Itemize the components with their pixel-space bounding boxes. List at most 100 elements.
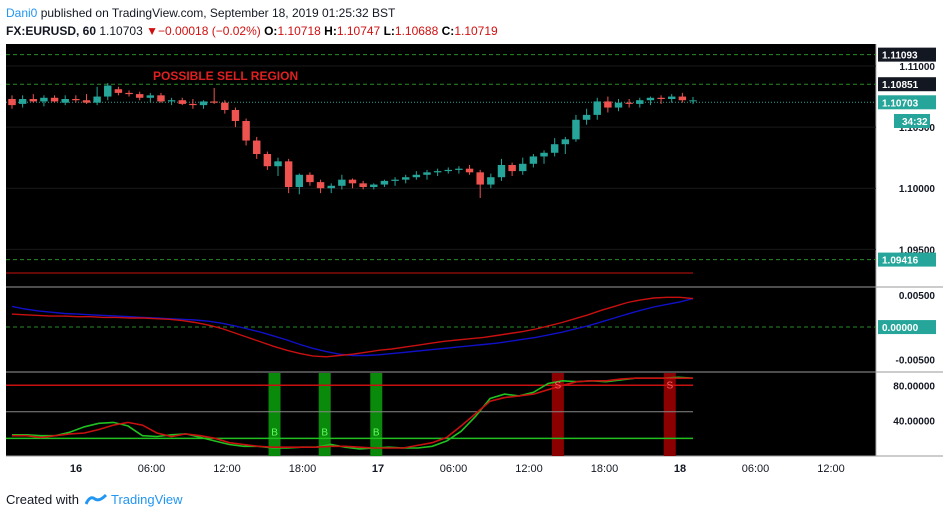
price-tag — [878, 95, 936, 110]
open-label: O: — [264, 24, 278, 38]
candle-body — [210, 101, 218, 103]
high-label: H: — [324, 24, 337, 38]
candle-body — [572, 119, 580, 140]
chart-canvas[interactable]: 1.11000 1.10500 1.10000 1.09500 POSSIBLE SEL… — [6, 44, 943, 488]
candle-body — [284, 161, 293, 187]
signal-letter: S — [555, 380, 562, 391]
candle-body — [401, 177, 410, 180]
time-tick-label: 12:00 — [515, 463, 543, 475]
candle-body — [178, 100, 186, 104]
candle-body — [582, 114, 591, 120]
candle-body — [359, 183, 367, 187]
candle-body — [380, 180, 389, 185]
price-tag — [894, 114, 930, 128]
price-tag-label: 1.09416 — [882, 256, 919, 267]
open-value: 1.10718 — [277, 24, 321, 38]
candle-body — [487, 177, 495, 185]
candle-body — [689, 100, 697, 102]
time-tick-label: 06:00 — [440, 463, 468, 475]
candle-body — [316, 182, 325, 189]
candle-body — [412, 174, 421, 178]
macd-value-tag — [878, 320, 936, 335]
time-tick-label: 17 — [372, 463, 384, 475]
down-arrow-icon: ▼ — [146, 24, 158, 38]
candle-body — [636, 100, 644, 104]
price-tag — [878, 77, 936, 92]
tradingview-brand[interactable]: TradingView — [110, 492, 183, 507]
candle-body — [146, 95, 155, 98]
price-tag-label: 1.10703 — [882, 98, 919, 109]
candle-body — [135, 94, 144, 98]
signal-bar — [663, 373, 676, 456]
time-tick-label: 18:00 — [591, 463, 619, 475]
time-tick-label: 06:00 — [138, 463, 166, 475]
macd-series-line — [11, 296, 694, 358]
candle-body — [476, 172, 484, 185]
published-text: published on TradingView.com, September … — [37, 6, 396, 20]
candle-body — [18, 99, 27, 104]
candle-body — [561, 139, 570, 145]
time-tick-label: 12:00 — [817, 463, 845, 475]
stoch-series-line — [12, 377, 693, 449]
signal-bar — [551, 373, 564, 456]
macd-tick-label: 0.00500 — [899, 291, 936, 302]
chart-header: Dani0 published on TradingView.com, Sept… — [6, 4, 498, 40]
candle-body — [274, 161, 282, 167]
candle-body — [348, 179, 357, 184]
price-change: −0.00018 (−0.02%) — [158, 24, 261, 38]
candle-body — [82, 100, 91, 103]
candle-body — [465, 168, 474, 173]
candle-body — [646, 97, 655, 101]
candle-body — [604, 101, 612, 108]
last-price: 1.10703 — [99, 24, 143, 38]
signal-letter: S — [666, 380, 673, 391]
candle-body — [667, 96, 676, 99]
candle-body — [125, 92, 133, 95]
time-tick-label: 06:00 — [742, 463, 770, 475]
candle-body — [72, 99, 80, 101]
candle-body — [242, 121, 250, 141]
signal-bar — [268, 373, 281, 456]
high-value: 1.10747 — [336, 24, 381, 38]
candle-body — [444, 169, 452, 172]
candle-body — [221, 102, 229, 110]
time-tick-label: 12:00 — [213, 463, 241, 475]
candle-body — [295, 174, 304, 187]
candle-body — [189, 103, 197, 106]
candle-body — [433, 171, 442, 173]
created-with-label: Created with — [6, 492, 79, 507]
candle-body — [508, 165, 516, 172]
close-value: 1.10719 — [454, 24, 498, 38]
signal-letter: B — [321, 427, 328, 438]
candle-body — [114, 89, 123, 93]
price-tag-label: 34:32 — [902, 117, 928, 128]
candle-body — [550, 144, 559, 153]
author-link[interactable]: Dani0 — [6, 6, 38, 20]
candle-body — [391, 179, 399, 181]
candle-body — [614, 102, 623, 108]
stoch-tick-label: 40.00000 — [893, 417, 935, 428]
close-label: C: — [441, 24, 455, 38]
signal-bar — [318, 373, 331, 456]
candle-body — [529, 156, 538, 164]
candle-body — [263, 154, 272, 167]
stoch-tick-label: 80.00000 — [893, 381, 935, 392]
candle-body — [519, 163, 527, 172]
candle-body — [593, 101, 601, 115]
candle-body — [540, 152, 548, 157]
candle-body — [253, 140, 261, 154]
candle-body — [327, 185, 335, 189]
candle-body — [455, 168, 463, 170]
candle-body — [104, 85, 112, 97]
candle-body — [40, 97, 48, 102]
candle-body — [678, 96, 687, 101]
signal-letter: B — [373, 427, 380, 438]
price-tag — [878, 252, 936, 267]
candle-body — [370, 184, 378, 187]
low-value: 1.10688 — [394, 24, 439, 38]
macd-series-line — [11, 297, 694, 357]
tradingview-logo-icon — [84, 493, 107, 505]
candle-body — [199, 101, 208, 106]
candle-body — [423, 172, 431, 175]
ohlc-line: FX:EURUSD, 60 1.10703 ▼−0.00018 (−0.02%)… — [6, 22, 498, 40]
